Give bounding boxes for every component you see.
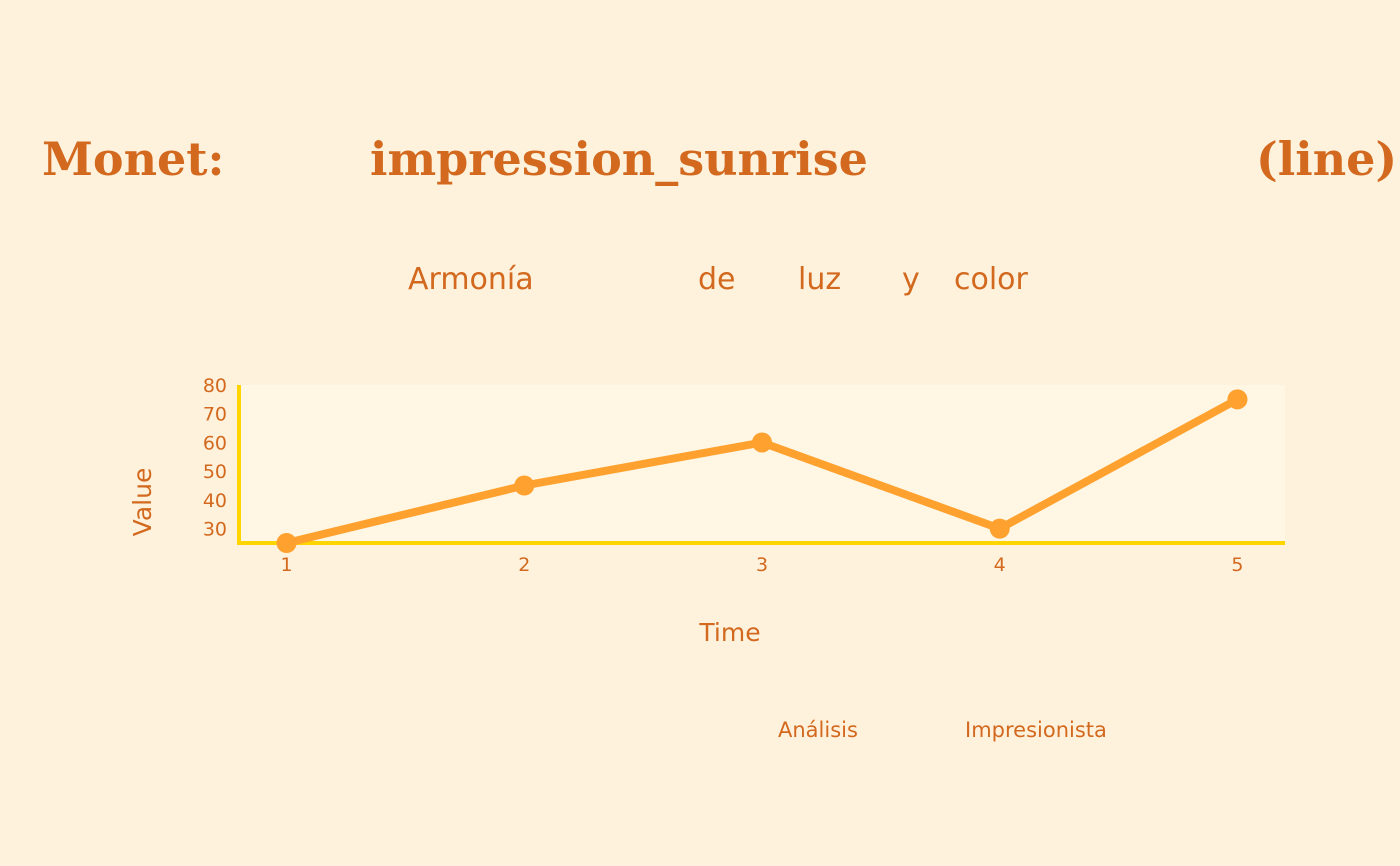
y-tick-label: 50 (203, 461, 227, 483)
subtitle-word-3: luz (798, 262, 842, 297)
data-point (989, 518, 1010, 539)
subtitle-word-1: Armonía (408, 262, 534, 297)
data-point (1227, 389, 1248, 410)
y-tick-label: 70 (203, 404, 227, 426)
series-group (276, 389, 1248, 553)
data-point (276, 533, 297, 553)
x-axis-ticks: 1 2 3 4 5 (280, 554, 1243, 576)
subtitle-word-4: y (902, 262, 920, 297)
y-tick-label: 60 (203, 432, 227, 454)
x-axis-label: Time (698, 618, 760, 647)
y-axis-ticks: 30 40 50 60 70 80 (203, 375, 227, 541)
chart-footer: Análisis Impresionista (0, 718, 1400, 748)
subtitle-word-2: de (698, 262, 736, 297)
subtitle-word-5: color (954, 262, 1028, 297)
x-tick-label: 2 (518, 554, 530, 576)
footer-word-2: Impresionista (965, 718, 1107, 742)
y-axis-label: Value (128, 468, 157, 537)
data-point (752, 432, 772, 453)
x-tick-label: 4 (994, 554, 1006, 576)
y-tick-label: 80 (203, 375, 227, 397)
chart-subtitle: Armonía de luz y color (0, 262, 1400, 302)
y-tick-label: 30 (203, 519, 227, 541)
data-point (514, 475, 535, 496)
y-tick-label: 40 (203, 490, 227, 512)
title-word-1: Monet: (42, 132, 225, 186)
x-tick-label: 1 (280, 554, 292, 576)
x-tick-label: 5 (1231, 554, 1243, 576)
title-word-2: impression_sunrise (370, 132, 868, 186)
title-word-3: (line) (1256, 132, 1398, 186)
chart-title: Monet: impression_sunrise (line) (0, 132, 1400, 192)
x-tick-label: 3 (756, 554, 768, 576)
footer-word-1: Análisis (778, 718, 858, 742)
